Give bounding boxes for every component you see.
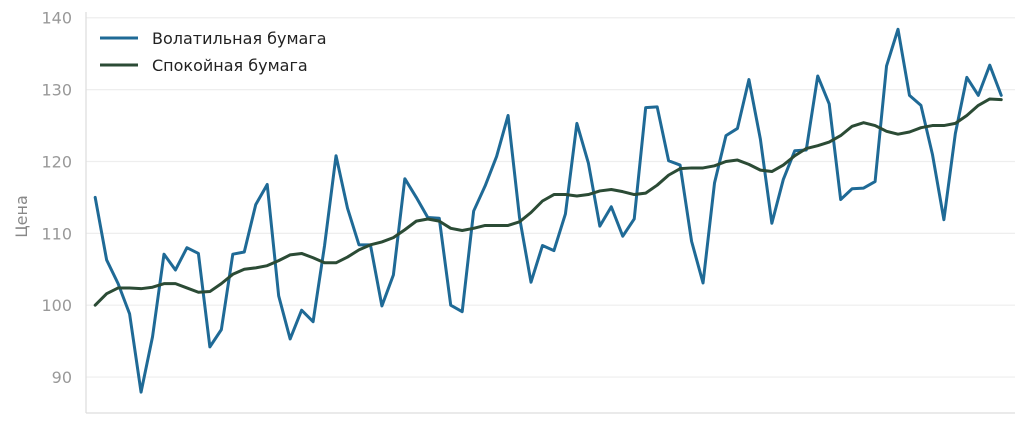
y-tick-label-140: 140 [41, 9, 72, 28]
y-tick-label-110: 110 [41, 224, 72, 243]
legend-label-1: Волатильная бумага [152, 29, 327, 48]
y-axis-label: Цена [12, 195, 31, 238]
y-tick-label-120: 120 [41, 152, 72, 171]
y-tick-labels: 90 100 110 120 130 140 [41, 9, 72, 387]
y-tick-label-90: 90 [52, 368, 72, 387]
series-line-2 [93, 97, 1003, 307]
legend: Волатильная бумага Спокойная бумага [100, 29, 327, 75]
grid-layer [86, 17, 1015, 378]
legend-label-2: Спокойная бумага [152, 56, 308, 75]
y-tick-label-130: 130 [41, 81, 72, 100]
axis-layer [85, 12, 1015, 414]
series-layer [93, 27, 1003, 394]
y-tick-label-100: 100 [41, 296, 72, 315]
series-line-1 [93, 27, 1003, 394]
